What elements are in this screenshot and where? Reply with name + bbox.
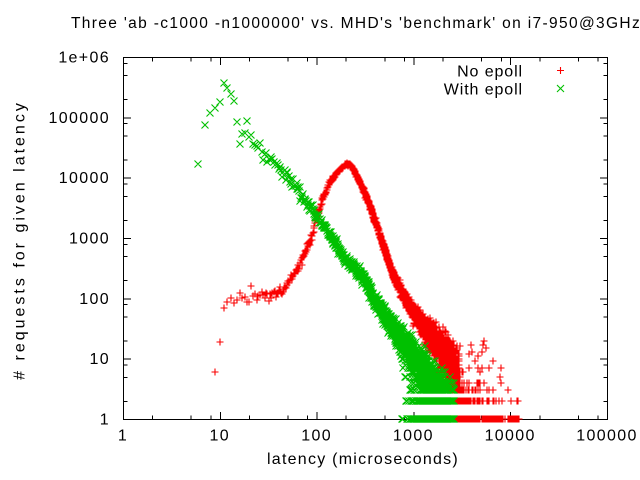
svg-text:1: 1 (100, 412, 110, 429)
svg-text:1: 1 (118, 428, 128, 445)
svg-text:1000: 1000 (69, 231, 110, 248)
svg-text:10: 10 (210, 428, 231, 445)
svg-text:100: 100 (301, 428, 332, 445)
svg-text:10: 10 (90, 351, 111, 368)
svg-text:Three 'ab -c1000 -n1000000' vs: Three 'ab -c1000 -n1000000' vs. MHD's 'b… (71, 15, 640, 32)
svg-text:No epoll: No epoll (457, 64, 523, 81)
svg-text:10000: 10000 (485, 428, 536, 445)
svg-text:1000: 1000 (393, 428, 434, 445)
svg-text:100000: 100000 (49, 110, 111, 127)
svg-text:100000: 100000 (576, 428, 638, 445)
svg-text:# requests for given latency: # requests for given latency (12, 100, 29, 380)
svg-text:1e+06: 1e+06 (58, 50, 110, 67)
svg-text:latency (microseconds): latency (microseconds) (267, 451, 459, 468)
svg-text:100: 100 (79, 291, 110, 308)
svg-text:With epoll: With epoll (444, 82, 523, 99)
svg-text:10000: 10000 (59, 170, 110, 187)
